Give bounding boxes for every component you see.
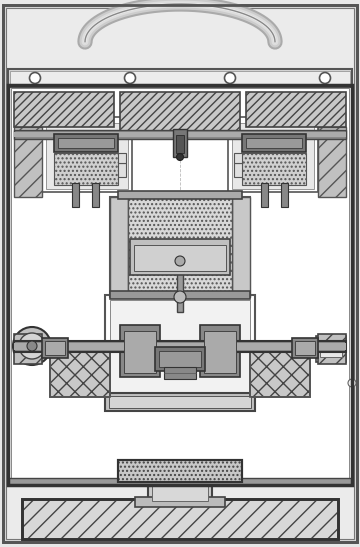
Bar bbox=[124, 331, 156, 373]
Bar bbox=[118, 460, 242, 482]
Bar bbox=[242, 134, 306, 152]
Bar bbox=[50, 347, 110, 397]
Bar bbox=[246, 92, 346, 127]
Bar bbox=[58, 138, 114, 148]
Bar bbox=[8, 85, 352, 485]
Bar bbox=[42, 338, 68, 358]
Bar bbox=[242, 153, 306, 185]
Bar bbox=[110, 197, 128, 297]
Bar bbox=[105, 393, 255, 411]
Bar bbox=[90, 153, 126, 163]
Bar bbox=[164, 367, 196, 379]
Bar bbox=[134, 245, 226, 271]
Bar bbox=[228, 117, 318, 192]
Bar bbox=[14, 92, 114, 127]
Bar bbox=[110, 291, 250, 299]
Bar bbox=[10, 71, 350, 85]
Bar bbox=[250, 347, 310, 397]
Bar bbox=[152, 483, 208, 501]
Bar bbox=[261, 183, 268, 207]
Bar bbox=[14, 132, 346, 137]
Bar bbox=[120, 92, 240, 132]
Circle shape bbox=[30, 73, 40, 84]
Bar bbox=[200, 325, 240, 377]
Bar bbox=[281, 183, 288, 207]
Bar bbox=[232, 197, 250, 297]
Bar bbox=[45, 341, 65, 355]
Circle shape bbox=[13, 327, 51, 365]
Bar bbox=[148, 479, 212, 505]
Circle shape bbox=[174, 291, 186, 303]
Bar bbox=[234, 153, 270, 163]
Bar bbox=[295, 341, 315, 355]
Circle shape bbox=[320, 73, 330, 84]
Bar bbox=[320, 343, 342, 357]
Bar bbox=[105, 295, 255, 397]
Bar bbox=[118, 191, 242, 199]
Circle shape bbox=[19, 333, 45, 359]
Bar bbox=[46, 123, 128, 189]
Bar bbox=[14, 334, 42, 364]
Bar bbox=[54, 153, 118, 185]
Bar bbox=[14, 341, 346, 352]
Bar bbox=[246, 138, 302, 148]
Bar bbox=[90, 163, 126, 177]
Bar bbox=[177, 264, 183, 312]
Bar bbox=[22, 499, 338, 539]
Bar bbox=[11, 88, 349, 482]
Bar bbox=[14, 343, 346, 350]
Circle shape bbox=[225, 73, 235, 84]
Bar bbox=[92, 183, 99, 207]
Bar bbox=[318, 334, 346, 364]
Bar bbox=[14, 130, 346, 139]
Bar bbox=[110, 197, 250, 297]
Bar bbox=[8, 69, 352, 87]
Bar bbox=[8, 85, 352, 485]
Bar bbox=[42, 117, 132, 192]
Bar bbox=[128, 197, 232, 297]
Bar bbox=[72, 183, 79, 207]
Bar bbox=[232, 123, 314, 189]
Bar bbox=[176, 135, 184, 153]
Bar bbox=[8, 478, 352, 485]
Bar bbox=[50, 347, 110, 397]
Bar bbox=[135, 497, 225, 507]
Bar bbox=[155, 347, 205, 371]
Bar bbox=[120, 325, 160, 377]
Circle shape bbox=[27, 341, 37, 351]
Bar bbox=[316, 336, 346, 362]
Bar bbox=[109, 396, 251, 408]
Bar bbox=[130, 239, 230, 275]
Bar bbox=[318, 127, 346, 197]
Circle shape bbox=[175, 256, 185, 266]
Bar bbox=[250, 347, 310, 397]
Bar bbox=[204, 331, 236, 373]
Bar bbox=[292, 338, 318, 358]
Bar bbox=[14, 127, 42, 197]
Bar bbox=[234, 163, 270, 177]
Circle shape bbox=[348, 379, 356, 387]
Bar bbox=[110, 300, 250, 392]
Circle shape bbox=[176, 154, 184, 160]
Bar bbox=[118, 460, 242, 482]
Bar bbox=[173, 129, 187, 157]
Bar bbox=[54, 134, 118, 152]
Circle shape bbox=[125, 73, 135, 84]
Bar bbox=[159, 351, 201, 367]
Bar bbox=[22, 499, 338, 539]
